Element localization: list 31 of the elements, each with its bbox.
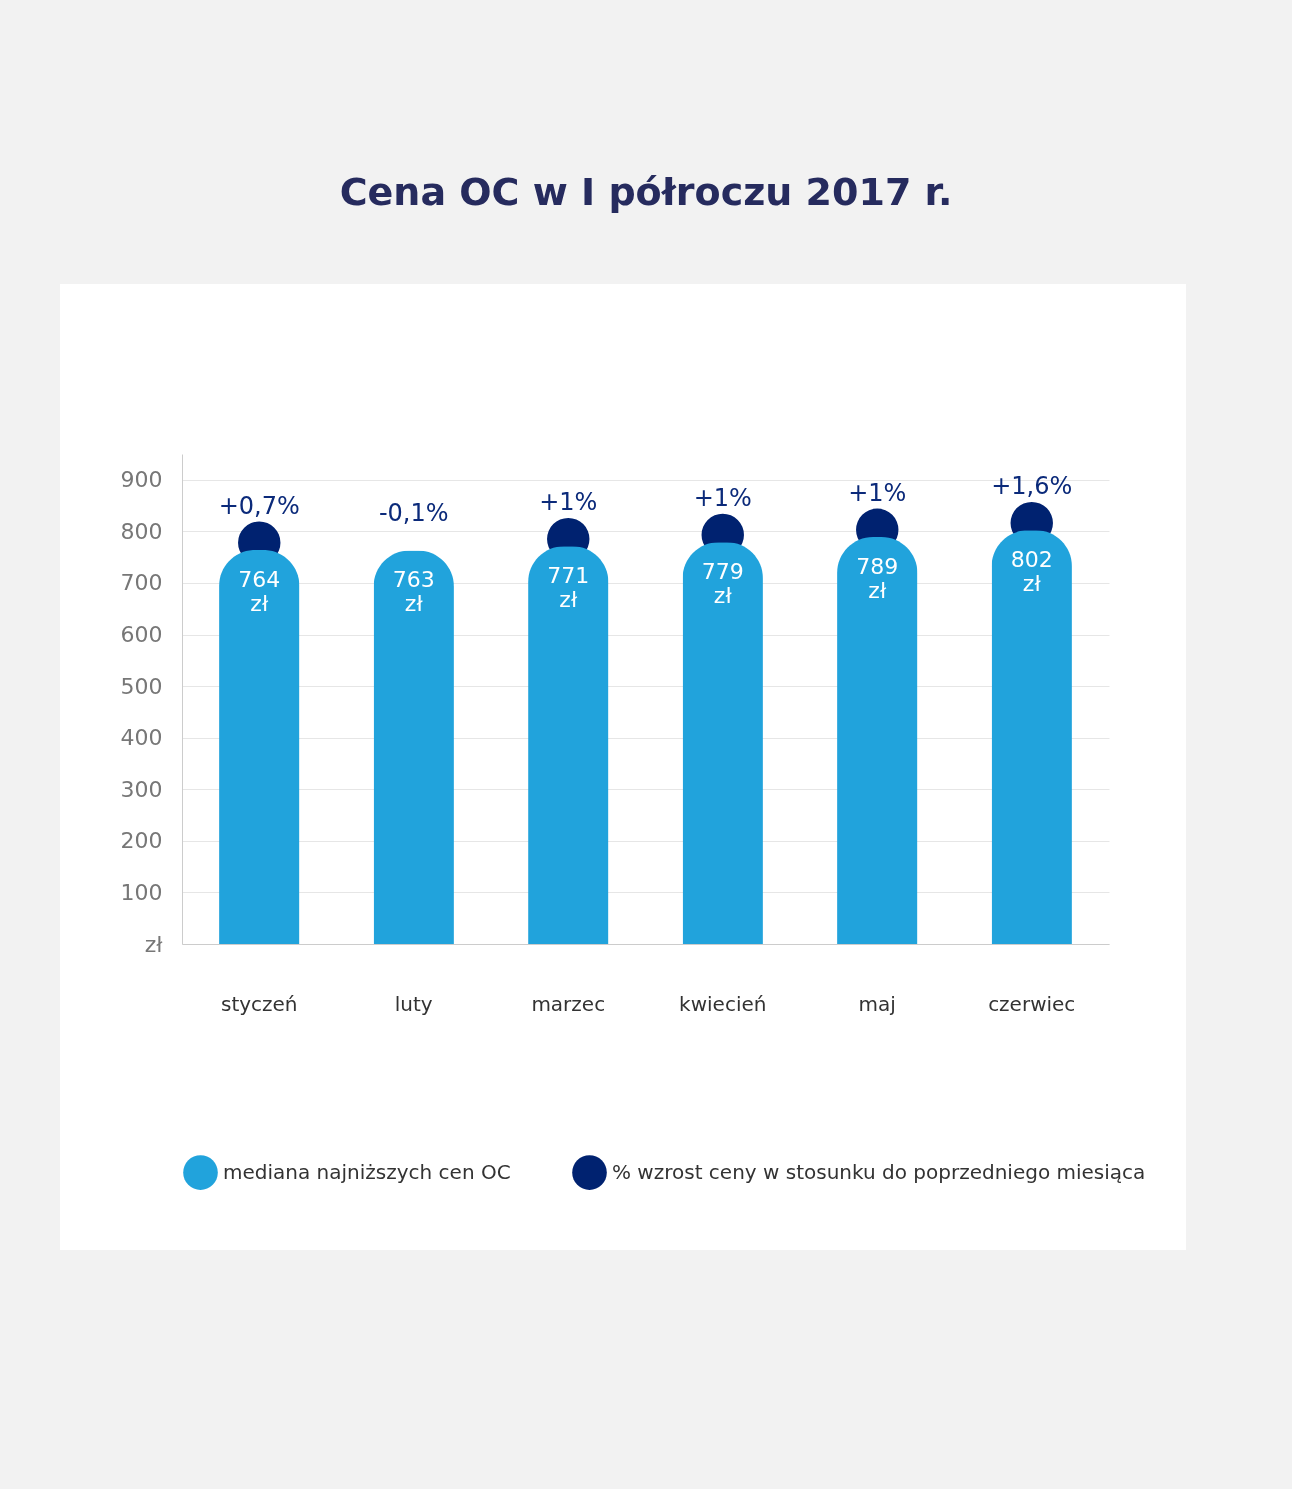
x-tick-label: styczeń bbox=[220, 991, 298, 1016]
legend-label: % wzrost ceny w stosunku do poprzedniego miesiąca bbox=[612, 1159, 1146, 1184]
data-label: 763 zł bbox=[392, 567, 435, 617]
annotation: +1% bbox=[539, 488, 598, 517]
x-tick-label: luty bbox=[394, 991, 433, 1016]
y-tick-label: 500 bbox=[120, 673, 163, 699]
y-tick-label: 900 bbox=[120, 467, 163, 493]
annotation: +1% bbox=[693, 483, 752, 512]
data-label: 779 zł bbox=[701, 559, 744, 609]
data-label: 764 zł bbox=[238, 566, 281, 616]
y-tick-label: 400 bbox=[120, 725, 163, 751]
data-label: 802 zł bbox=[1010, 547, 1053, 597]
annotation: +1,6% bbox=[991, 472, 1073, 501]
chart-title: Cena OC w I półroczu 2017 r. bbox=[338, 170, 954, 214]
x-tick-label: kwiecień bbox=[679, 991, 767, 1016]
x-tick-label: maj bbox=[858, 991, 896, 1016]
x-tick-label: marzec bbox=[531, 991, 606, 1016]
x-tick-label: czerwiec bbox=[988, 991, 1076, 1016]
y-tick-label: 700 bbox=[120, 570, 163, 596]
legend-label: mediana najniższych cen OC bbox=[223, 1159, 511, 1184]
annotation: +1% bbox=[848, 478, 907, 507]
y-tick-label: zł bbox=[144, 931, 164, 957]
y-tick-label: 100 bbox=[120, 879, 163, 905]
y-tick-label: 200 bbox=[120, 828, 163, 854]
data-label: 771 zł bbox=[547, 563, 590, 613]
annotation: -0,1% bbox=[378, 499, 449, 528]
annotation: +0,7% bbox=[218, 491, 300, 520]
y-tick-label: 300 bbox=[120, 776, 163, 802]
y-tick-label: 800 bbox=[120, 518, 163, 544]
y-tick-label: 600 bbox=[120, 622, 163, 648]
data-label: 789 zł bbox=[856, 554, 899, 604]
